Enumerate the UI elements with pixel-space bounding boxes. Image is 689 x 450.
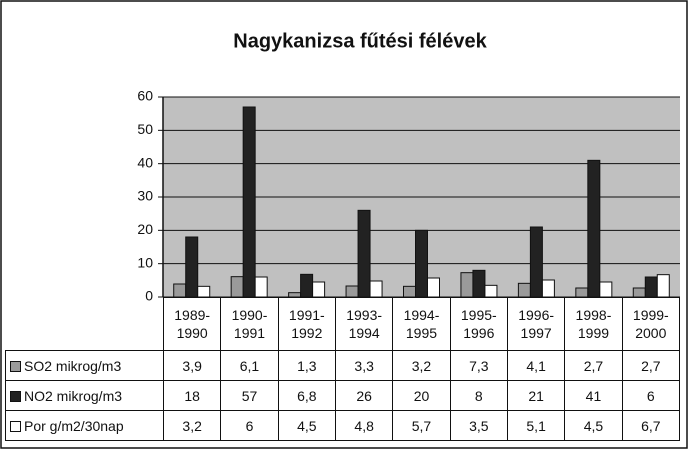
bar bbox=[460, 272, 474, 298]
value-label: 5,7 bbox=[392, 410, 451, 441]
bar bbox=[230, 276, 244, 298]
bar bbox=[357, 209, 371, 298]
value-label: 8 bbox=[449, 380, 508, 411]
series-row: Por g/m2/30nap 3,2 6 4,5 4,8 5,7 3,5 5,1 4,5 6,7 bbox=[5, 410, 681, 441]
corner-cell bbox=[5, 297, 164, 351]
category-label: 1995-1996 bbox=[449, 297, 508, 351]
chart-title: Nagykanizsa fűtési félévek bbox=[233, 30, 487, 52]
value-label: 20 bbox=[392, 380, 451, 411]
y-tick-label: 30 bbox=[137, 188, 153, 204]
category-label: 1989-1990 bbox=[162, 297, 222, 351]
bar bbox=[587, 159, 601, 298]
value-label: 6 bbox=[220, 410, 279, 441]
data-table: 1989-1990 1990-1991 1991-1992 1993-1994 1994… bbox=[5, 297, 681, 441]
value-label: 3,9 bbox=[162, 350, 222, 381]
value-label: 2,7 bbox=[621, 350, 681, 381]
y-tick-label: 40 bbox=[137, 154, 153, 170]
category-label: 1993-1994 bbox=[334, 297, 394, 351]
value-label: 3,5 bbox=[449, 410, 508, 441]
bar bbox=[369, 280, 383, 298]
legend-label: SO2 mikrog/m3 bbox=[24, 357, 122, 374]
category-label: 1990-1991 bbox=[220, 297, 279, 351]
legend-entry: Por g/m2/30nap bbox=[5, 410, 164, 441]
value-label: 4,5 bbox=[564, 410, 623, 441]
y-tick-label: 10 bbox=[137, 254, 153, 270]
value-label: 2,7 bbox=[564, 350, 623, 381]
header-row: 1989-1990 1990-1991 1991-1992 1993-1994 1994… bbox=[5, 297, 681, 351]
legend-entry: SO2 mikrog/m3 bbox=[5, 350, 164, 381]
bar bbox=[656, 274, 670, 298]
series-row: SO2 mikrog/m3 3,9 6,1 1,3 3,3 3,2 7,3 4,1 2,7 2,7 bbox=[5, 350, 681, 381]
bar bbox=[312, 281, 326, 298]
legend-entry: NO2 mikrog/m3 bbox=[5, 380, 164, 411]
y-tick-label: 60 bbox=[137, 88, 153, 104]
bar bbox=[345, 285, 359, 298]
value-label: 6,8 bbox=[277, 380, 336, 411]
value-label: 6 bbox=[621, 380, 681, 411]
bar bbox=[242, 106, 256, 298]
y-tick-label: 50 bbox=[137, 121, 153, 137]
bar bbox=[644, 276, 658, 298]
value-label: 4,8 bbox=[334, 410, 394, 441]
bar bbox=[575, 287, 589, 298]
value-label: 4,1 bbox=[506, 350, 566, 381]
value-label: 6,1 bbox=[220, 350, 279, 381]
value-label: 18 bbox=[162, 380, 222, 411]
bar bbox=[415, 229, 428, 298]
y-tick-label: 0 bbox=[145, 288, 153, 304]
value-label: 41 bbox=[564, 380, 623, 411]
series-row: NO2 mikrog/m3 18 57 6,8 26 20 8 21 41 6 bbox=[5, 380, 681, 411]
bar bbox=[300, 273, 314, 298]
value-label: 57 bbox=[220, 380, 279, 411]
legend-label: Por g/m2/30nap bbox=[24, 417, 124, 434]
value-label: 5,1 bbox=[506, 410, 566, 441]
category-label: 1994-1995 bbox=[392, 297, 451, 351]
bar bbox=[197, 285, 211, 298]
value-label: 3,2 bbox=[162, 410, 222, 441]
bar bbox=[254, 276, 268, 298]
bar bbox=[599, 281, 613, 298]
bar bbox=[472, 269, 486, 298]
value-label: 3,3 bbox=[334, 350, 394, 381]
value-label: 6,7 bbox=[621, 410, 681, 441]
bar bbox=[517, 282, 531, 298]
category-label: 1996-1997 bbox=[506, 297, 566, 351]
bar bbox=[185, 236, 199, 298]
category-label: 1991-1992 bbox=[277, 297, 336, 351]
bar bbox=[173, 283, 187, 298]
value-label: 26 bbox=[334, 380, 394, 411]
value-label: 21 bbox=[506, 380, 566, 411]
value-label: 1,3 bbox=[277, 350, 336, 381]
bar bbox=[427, 277, 440, 298]
bar bbox=[529, 226, 543, 298]
legend-key bbox=[10, 420, 21, 432]
value-label: 3,2 bbox=[392, 350, 451, 381]
category-label: 1998-1999 bbox=[564, 297, 623, 351]
legend-label: NO2 mikrog/m3 bbox=[24, 387, 123, 404]
value-label: 7,3 bbox=[449, 350, 508, 381]
bar bbox=[541, 279, 555, 298]
bar bbox=[632, 287, 646, 298]
bar bbox=[484, 284, 498, 298]
value-label: 4,5 bbox=[277, 410, 336, 441]
legend-key bbox=[10, 390, 21, 402]
legend-key bbox=[10, 360, 21, 372]
category-label: 1999-2000 bbox=[621, 297, 681, 351]
y-tick-label: 20 bbox=[137, 221, 153, 237]
bar bbox=[403, 285, 416, 298]
